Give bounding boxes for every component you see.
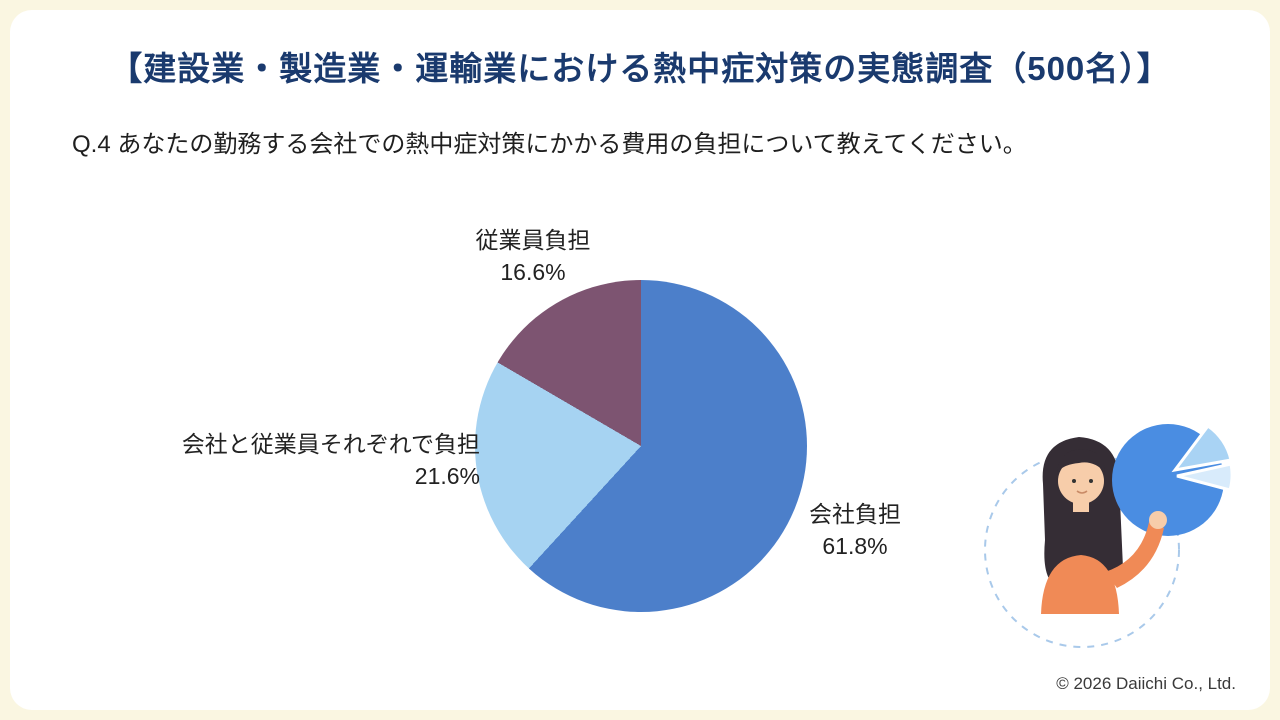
label-both: 会社と従業員それぞれで負担 21.6% <box>110 428 480 492</box>
eye-left <box>1072 479 1076 483</box>
eye-right <box>1089 479 1093 483</box>
pie-chart <box>475 280 807 612</box>
label-employee-name: 従業員負担 <box>475 227 591 253</box>
smile <box>1076 490 1088 494</box>
label-company: 会社負担 61.8% <box>770 498 940 562</box>
copyright-text: © 2026 Daiichi Co., Ltd. <box>1056 674 1236 693</box>
hand <box>1149 511 1167 529</box>
arm <box>1105 511 1167 588</box>
label-both-pct: 21.6% <box>414 463 480 490</box>
neck <box>1073 500 1089 512</box>
person-pie-illustration <box>984 423 1234 648</box>
question-text: Q.4 あなたの勤務する会社での熱中症対策にかかる費用の負担について教えてくださ… <box>72 131 1027 158</box>
label-company-name: 会社負担 <box>809 501 901 527</box>
label-company-pct: 61.8% <box>822 533 888 560</box>
hair-fringe <box>1057 449 1105 472</box>
torso-orange-shirt <box>1041 555 1119 614</box>
label-employee-pct: 16.6% <box>500 259 566 286</box>
dashed-circle <box>984 452 1180 648</box>
pie-icon <box>1112 423 1234 536</box>
pie-icon-slice-light <box>1171 423 1233 473</box>
survey-title: 【建設業・製造業・運輸業における熱中症対策の実態調査（500名）】 <box>109 50 1171 87</box>
face <box>1058 458 1104 504</box>
arm-sleeve <box>1105 522 1164 588</box>
pie-icon-slice-pale <box>1176 462 1234 492</box>
label-both-name: 会社と従業員それぞれで負担 <box>181 431 480 457</box>
label-employee: 従業員負担 16.6% <box>418 224 648 288</box>
woman-illustration <box>1041 437 1123 614</box>
